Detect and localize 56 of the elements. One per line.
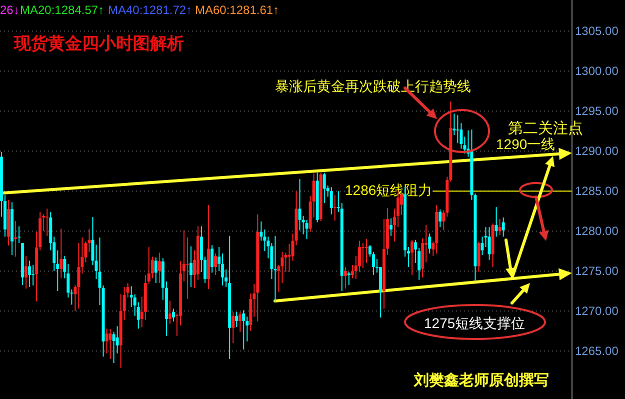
candlestick: [235, 311, 238, 328]
candlestick: [210, 244, 214, 274]
candlestick: [494, 206, 498, 238]
annotation: MA40:1281.72↑: [108, 3, 192, 17]
candlestick: [24, 255, 28, 290]
candlestick: [364, 238, 368, 264]
candlestick: [46, 208, 49, 236]
candlestick: [305, 219, 308, 240]
candlestick: [238, 311, 242, 332]
candlestick: [428, 232, 432, 254]
candlestick: [298, 178, 302, 231]
candlestick: [242, 310, 246, 350]
annotation: MA20:1284.57↑: [20, 3, 104, 17]
candlestick: [498, 218, 502, 236]
y-tick-label: 1285.00: [575, 184, 619, 198]
candlestick: [154, 256, 158, 284]
annotation: 1290一线: [496, 136, 556, 152]
candlestick: [322, 172, 326, 204]
candlestick: [172, 308, 175, 322]
candlestick: [456, 114, 460, 144]
candlestick: [108, 328, 112, 360]
y-tick-label: 1305.00: [575, 24, 619, 38]
candlestick: [330, 186, 333, 215]
annotation: 刘樊鑫老师原创撰写: [413, 371, 549, 389]
candlestick: [410, 239, 414, 276]
candlestick: [488, 226, 491, 260]
annotation: 26↓: [0, 3, 20, 17]
y-tick-label: 1265.00: [575, 344, 619, 358]
annotation: MA60:1281.61↑: [195, 3, 280, 17]
y-tick-label: 1270.00: [575, 304, 619, 318]
candlestick: [477, 240, 480, 272]
y-tick-label: 1275.00: [575, 264, 619, 278]
y-tick-label: 1290.00: [575, 144, 619, 158]
y-tick-label: 1300.00: [575, 64, 619, 78]
candlestick: [60, 228, 63, 279]
y-tick-label: 1280.00: [575, 224, 619, 238]
candlestick: [438, 208, 442, 228]
y-tick-label: 1295.00: [575, 104, 619, 118]
candlestick: [168, 300, 172, 324]
annotation: 1275短线支撑位: [424, 315, 526, 331]
candlestick: [14, 220, 18, 258]
candlestick: [390, 218, 393, 236]
candlestick: [361, 242, 364, 268]
candlestick: [189, 246, 192, 288]
candlestick: [347, 271, 350, 286]
candlestick: [232, 311, 235, 344]
candlestick: [214, 252, 218, 276]
candlestick: [18, 226, 21, 244]
candlestick: [158, 252, 161, 284]
candlestick: [274, 235, 277, 303]
candlestick: [333, 194, 336, 222]
candlestick: [28, 260, 32, 288]
candlestick: [344, 266, 347, 290]
text: 现货黄金四小时图解析: [13, 34, 184, 54]
candlestick: [502, 216, 505, 238]
annotation: 第二关注点: [508, 120, 583, 137]
